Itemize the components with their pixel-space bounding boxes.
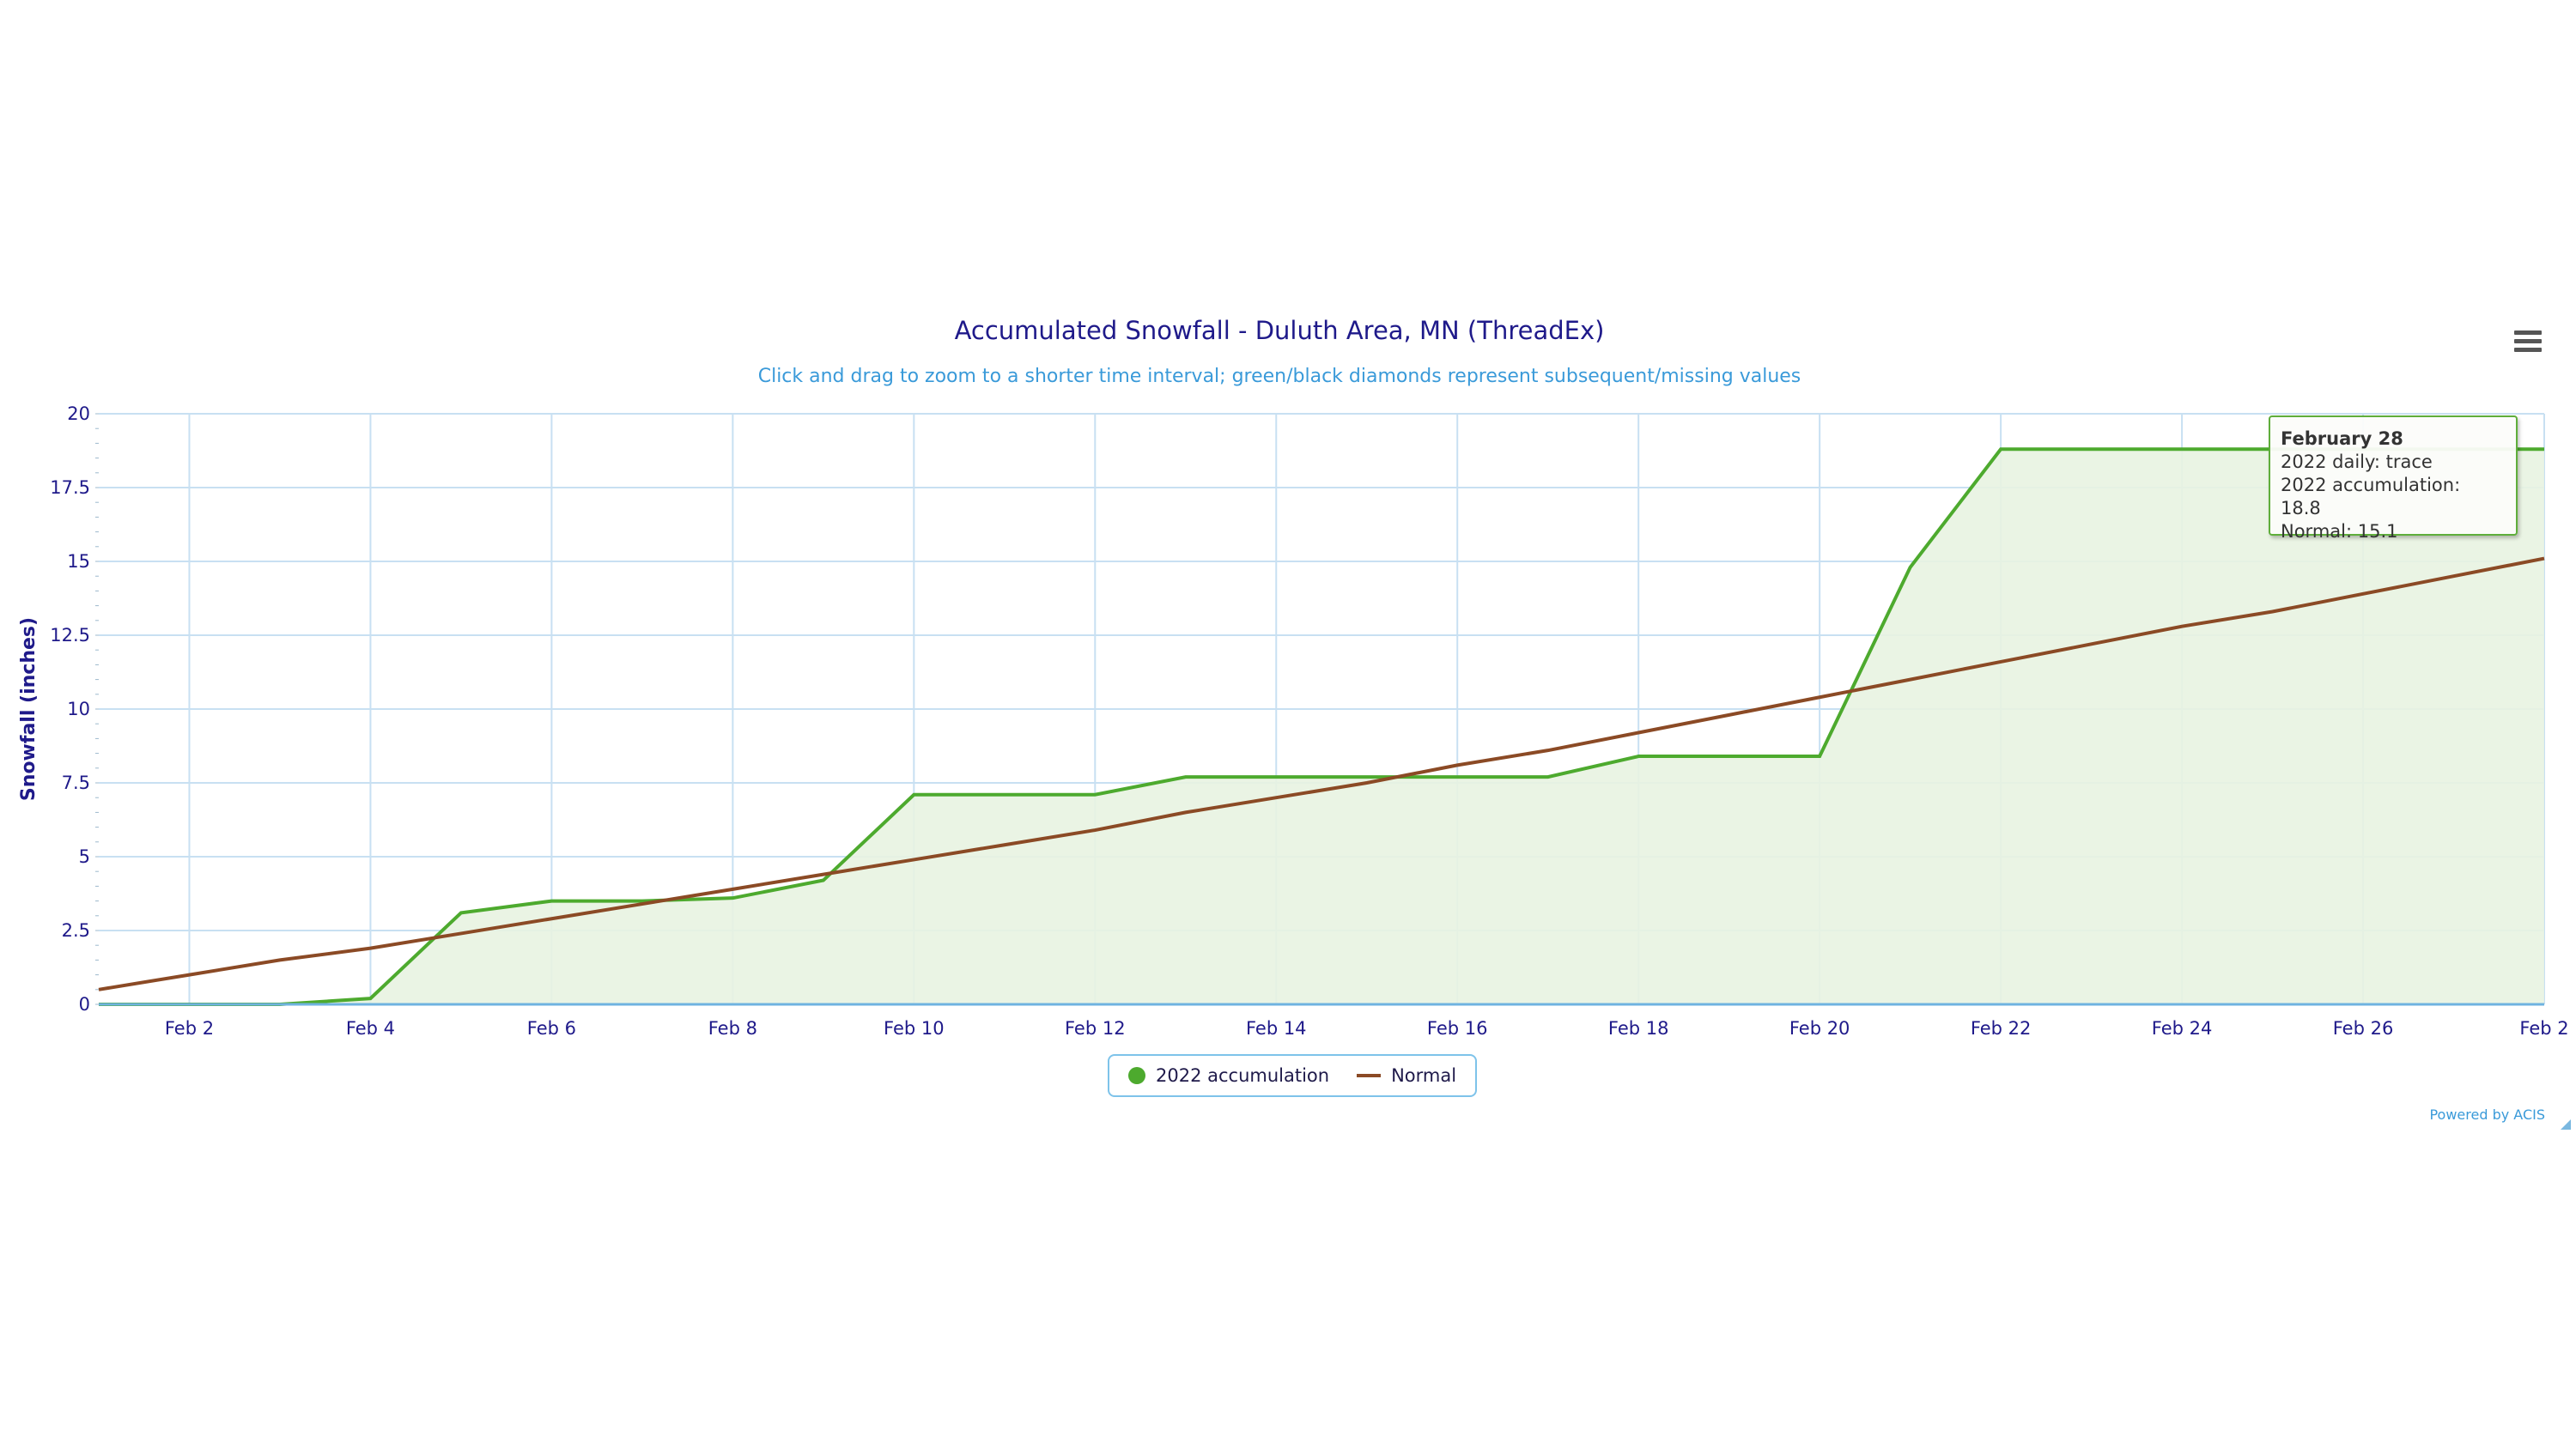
y-tick-label: 17.5: [50, 477, 90, 498]
tooltip-title: February 28: [2281, 428, 2403, 449]
y-tick-label: 20: [67, 403, 90, 424]
legend-item-normal[interactable]: Normal: [1357, 1065, 1456, 1086]
legend-item-accumulation[interactable]: 2022 accumulation: [1128, 1065, 1329, 1086]
resize-handle-icon[interactable]: [2561, 1119, 2571, 1130]
series-line-normal: [98, 556, 2545, 991]
tooltip-normal: Normal: 15.1: [2281, 521, 2398, 542]
x-tick-label: Feb 24: [2152, 1018, 2213, 1039]
y-tick-label: 12.5: [50, 625, 90, 646]
chart-subtitle: Click and drag to zoom to a shorter time…: [757, 366, 1801, 387]
chart-tooltip: February 28 2022 daily: trace 2022 accum…: [2269, 415, 2518, 542]
x-tick-label: Feb 20: [1789, 1018, 1850, 1039]
x-tick-label: Feb 22: [1971, 1018, 2032, 1039]
menu-bar: [2514, 330, 2542, 335]
chart-legend: 2022 accumulation Normal: [1108, 1054, 1478, 1097]
legend-label: Normal: [1391, 1065, 1457, 1086]
x-tick-label: Feb 2: [2519, 1018, 2568, 1039]
y-tick-label: 7.5: [62, 773, 90, 793]
x-tick-label: Feb 26: [2333, 1018, 2394, 1039]
x-tick-label: Feb 10: [884, 1018, 945, 1039]
menu-bar: [2514, 348, 2542, 352]
legend-label: 2022 accumulation: [1156, 1065, 1330, 1086]
y-tick-label: 5: [79, 846, 90, 867]
tooltip-daily: 2022 daily: trace: [2281, 452, 2433, 472]
x-tick-label: Feb 8: [708, 1018, 757, 1039]
accumulation-area: [99, 449, 2544, 1004]
legend-line-icon: [1357, 1074, 1382, 1077]
legend-circle-icon: [1128, 1067, 1145, 1084]
y-axis-label: Snowfall (inches): [18, 617, 39, 801]
x-tick-label: Feb 6: [527, 1018, 576, 1039]
x-tick-label: Feb 2: [165, 1018, 214, 1039]
x-tick-label: Feb 16: [1427, 1018, 1488, 1039]
tooltip-accumulation: 2022 accumulation: 18.8: [2281, 475, 2461, 518]
x-tick-label: Feb 12: [1065, 1018, 1126, 1039]
y-tick-label: 0: [79, 994, 90, 1015]
y-tick-label: 15: [67, 551, 90, 572]
y-tick-label: 10: [67, 699, 90, 719]
x-tick-label: Feb 4: [346, 1018, 395, 1039]
hamburger-menu-icon[interactable]: [2514, 330, 2542, 356]
y-tick-label: 2.5: [62, 920, 90, 941]
menu-bar: [2514, 339, 2542, 343]
credits-link[interactable]: Powered by ACIS: [2429, 1106, 2545, 1123]
chart-title: Accumulated Snowfall - Duluth Area, MN (…: [954, 316, 1605, 345]
x-tick-label: Feb 18: [1608, 1018, 1669, 1039]
x-tick-label: Feb 14: [1246, 1018, 1307, 1039]
series-line-2022-accumulation: [99, 447, 2544, 1006]
